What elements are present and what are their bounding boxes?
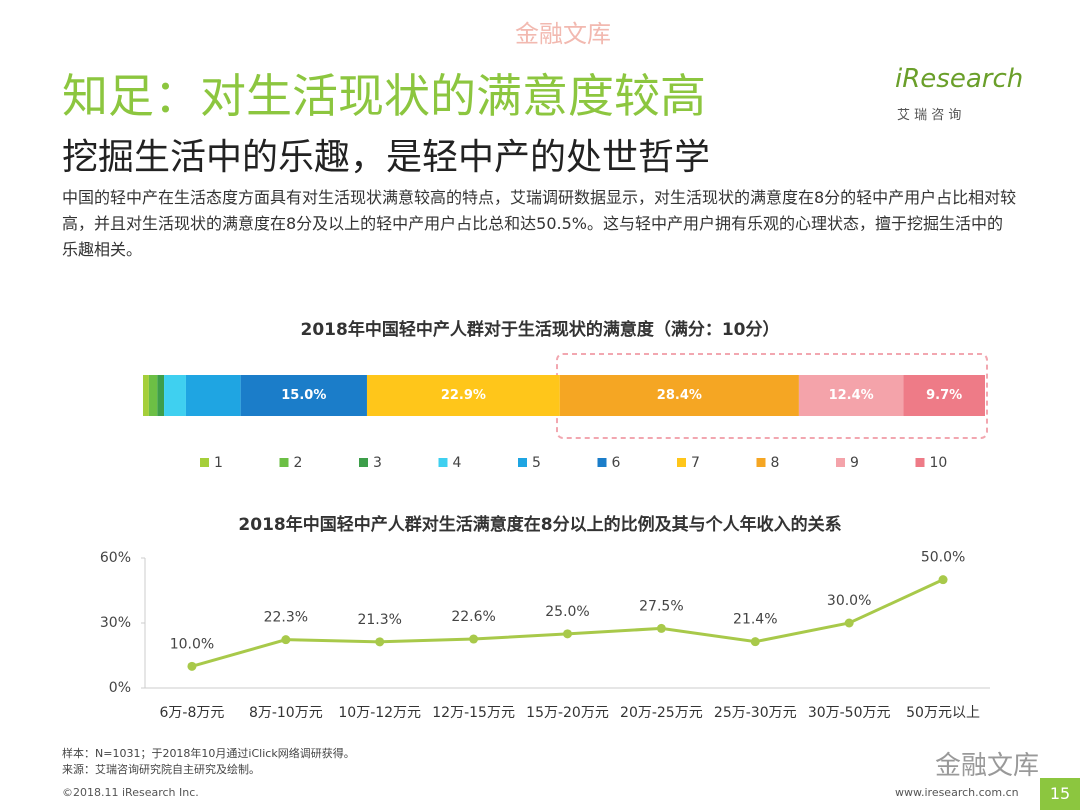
point — [469, 634, 479, 644]
legend-swatch — [200, 458, 209, 467]
data-label: 22.6% — [451, 609, 495, 625]
bar-segment — [164, 375, 186, 416]
bar-segment — [148, 375, 158, 416]
watermark: 金融文库 — [515, 20, 611, 48]
footnote: 来源：艾瑞咨询研究院自主研究及绘制。 — [62, 763, 260, 776]
legend-label: 4 — [453, 455, 462, 471]
subtitle: 挖掘生活中的乐趣，是轻中产的处世哲学 — [62, 137, 711, 178]
point — [563, 629, 572, 639]
y-tick-label: 0% — [109, 680, 131, 696]
x-tick-label: 15万-20万元 — [526, 705, 609, 721]
legend-label: 1 — [214, 455, 223, 471]
data-label: 22.3% — [264, 610, 308, 626]
chart-title: 2018年中国轻中产人群对于生活现状的满意度（满分：10分） — [301, 319, 780, 340]
point — [844, 618, 854, 628]
copyright: ©2018.11 iResearch Inc. — [62, 786, 199, 799]
data-label: 25.0% — [545, 604, 589, 620]
data-label: 21.4% — [733, 612, 777, 628]
page-number: 15 — [1040, 778, 1080, 810]
legend-swatch — [915, 458, 925, 467]
title: 知足：对生活现状的满意度较高 — [62, 69, 706, 123]
point — [187, 661, 197, 671]
x-tick-label: 25万-30万元 — [714, 705, 797, 721]
logo: iResearch — [895, 64, 1024, 94]
legend-swatch — [677, 458, 686, 467]
logo-sub: 艾 瑞 咨 询 — [897, 108, 962, 123]
x-tick-label: 30万-50万元 — [808, 705, 891, 721]
x-tick-label: 50万元以上 — [906, 705, 980, 721]
data-label: 50.0% — [921, 550, 965, 566]
point — [281, 635, 291, 645]
watermark: 金融文库 — [935, 751, 1040, 781]
data-label: 9.7% — [926, 388, 962, 403]
highlight-box — [556, 353, 988, 439]
legend-label: 2 — [294, 455, 303, 471]
legend-swatch — [756, 458, 766, 467]
bar-segment — [798, 375, 904, 416]
legend-label: 10 — [930, 455, 948, 471]
footnote: 样本：N=1031；于2018年10月通过iClick网络调研获得。 — [62, 747, 355, 760]
bar-segment — [185, 375, 241, 416]
data-label: 28.4% — [657, 388, 702, 403]
bar-segment — [143, 375, 149, 416]
x-tick-label: 12万-15万元 — [432, 705, 515, 721]
legend-swatch — [836, 458, 845, 467]
point — [938, 575, 948, 585]
point — [656, 623, 666, 633]
y-tick-label: 60% — [100, 550, 131, 566]
x-tick-label: 20万-25万元 — [620, 705, 703, 721]
legend-label: 5 — [532, 455, 541, 471]
data-label: 22.9% — [441, 388, 486, 403]
chart-title: 2018年中国轻中产人群对生活满意度在8分以上的比例及其与个人年收入的关系 — [238, 514, 841, 535]
x-tick-label: 10万-12万元 — [338, 705, 421, 721]
data-label: 30.0% — [827, 593, 871, 609]
legend-swatch — [518, 458, 527, 467]
bar-segment — [240, 375, 367, 416]
bar-segment — [559, 375, 799, 416]
bar-segment — [157, 375, 165, 416]
x-tick-label: 8万-10万元 — [249, 705, 323, 721]
data-label: 21.3% — [357, 612, 401, 628]
legend-swatch — [438, 458, 448, 467]
data-label: 10.0% — [170, 636, 214, 652]
legend-label: 9 — [850, 455, 859, 471]
legend-label: 7 — [691, 455, 700, 471]
legend-swatch — [597, 458, 607, 467]
paragraph: 中国的轻中产在生活态度方面具有对生活现状满意较高的特点，艾瑞调研数据显示，对生活… — [62, 188, 1017, 259]
y-tick-label: 30% — [100, 615, 131, 631]
url: www.iresearch.com.cn — [895, 786, 1019, 799]
x-tick-label: 6万-8万元 — [160, 705, 225, 721]
legend-swatch — [279, 458, 289, 467]
legend-label: 8 — [771, 455, 780, 471]
bar-segment — [903, 375, 985, 416]
legend-label: 3 — [373, 455, 382, 471]
legend-swatch — [359, 458, 368, 467]
legend-label: 6 — [612, 455, 621, 471]
data-label: 27.5% — [639, 598, 683, 614]
point — [375, 637, 385, 647]
data-label: 15.0% — [281, 388, 326, 403]
bar-segment — [366, 375, 560, 416]
data-label: 12.4% — [829, 388, 874, 403]
point — [750, 637, 760, 647]
